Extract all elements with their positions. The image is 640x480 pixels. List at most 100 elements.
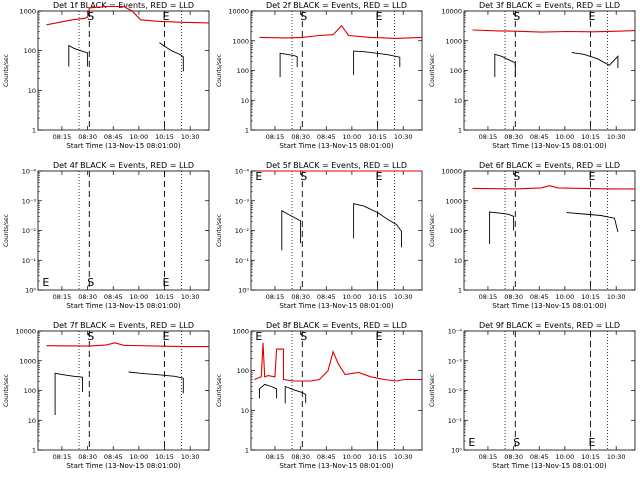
x-tick-label: 08:45 (104, 453, 123, 461)
x-tick-label: 08:15 (266, 453, 285, 461)
series-events-line (353, 203, 402, 248)
x-tick-label: 08:45 (530, 293, 549, 301)
x-tick-label: 10:15 (368, 133, 387, 141)
y-axis-label: Counts/sec (3, 54, 10, 87)
panel-title: Det 1f BLACK = Events, RED = LLD (53, 1, 194, 10)
y-tick-label: 100 (24, 47, 36, 55)
x-tick-label: 10:00 (343, 453, 362, 461)
series-events-line (353, 50, 401, 76)
marker-e: E (255, 170, 262, 183)
marker-e: E (589, 436, 596, 449)
marker-e: E (163, 276, 170, 289)
x-tick-label: 10:30 (181, 293, 200, 301)
x-tick-label: 08:15 (266, 293, 285, 301)
x-tick-label: 10:15 (155, 293, 174, 301)
panel-title: Det 5f BLACK = Events, RED = LLD (266, 161, 407, 170)
panel-title: Det 3f BLACK = Events, RED = LLD (479, 1, 620, 10)
x-tick-label: 10:30 (181, 453, 200, 461)
y-tick-label: 1000 (232, 37, 249, 45)
y-tick-label: 1000 (232, 328, 249, 336)
panel-title: Det 9f BLACK = Events, RED = LLD (479, 321, 620, 330)
y-tick-label: 1 (32, 447, 36, 455)
y-tick-label: 10⁻¹ (22, 257, 37, 265)
y-tick-label: 10000 (441, 8, 462, 16)
x-tick-label: 10:00 (130, 453, 149, 461)
x-axis-label: Start Time (13-Nov-15 08:01:00) (279, 142, 393, 150)
y-tick-label: 1 (32, 127, 36, 135)
y-tick-label: 10⁻² (235, 227, 250, 235)
x-tick-label: 08:30 (291, 133, 310, 141)
series-events-line (159, 42, 184, 72)
panel-title: Det 4f BLACK = Events, RED = LLD (53, 161, 194, 170)
x-tick-label: 08:45 (530, 453, 549, 461)
marker-s: S (300, 10, 307, 23)
series-events-line (571, 52, 619, 69)
panel-title: Det 2f BLACK = Events, RED = LLD (266, 1, 407, 10)
marker-s: S (87, 330, 94, 343)
x-tick-label: 08:15 (53, 453, 72, 461)
x-tick-label: 10:15 (581, 453, 600, 461)
x-tick-label: 10:00 (130, 293, 149, 301)
x-tick-label: 10:00 (556, 133, 575, 141)
y-tick-label: 100 (237, 367, 249, 375)
y-tick-label: 1000 (445, 37, 462, 45)
x-tick-label: 10:30 (607, 293, 626, 301)
y-tick-label: 1 (458, 127, 462, 135)
x-tick-label: 10:00 (343, 293, 362, 301)
series-events-line (281, 209, 302, 251)
x-tick-label: 10:30 (394, 133, 413, 141)
x-tick-label: 08:45 (530, 133, 549, 141)
x-axis-label: Start Time (13-Nov-15 08:01:00) (279, 462, 393, 470)
panel-5: Det 5f BLACK = Events, RED = LLD 10⁰ 10⁻¹ 1… (216, 161, 423, 310)
y-tick-label: 100 (24, 387, 36, 395)
marker-s: S (513, 436, 520, 449)
marker-e: E (376, 170, 383, 183)
x-tick-label: 08:45 (317, 293, 336, 301)
x-tick-label: 08:15 (479, 133, 498, 141)
y-tick-label: 10 (454, 97, 462, 105)
y-axis-label: Counts/sec (216, 374, 223, 407)
series-lld-line (259, 24, 423, 39)
y-tick-label: 10⁻⁴ (235, 168, 250, 176)
x-tick-label: 10:00 (556, 453, 575, 461)
marker-e: E (376, 10, 383, 23)
plot-frame (250, 330, 423, 451)
x-axis-label: Start Time (13-Nov-15 08:01:00) (66, 302, 180, 310)
x-tick-label: 10:30 (394, 293, 413, 301)
y-tick-label: 100 (450, 67, 462, 75)
x-axis-label: Start Time (13-Nov-15 08:01:00) (66, 462, 180, 470)
x-axis-label: Start Time (13-Nov-15 08:01:00) (279, 302, 393, 310)
x-tick-label: 10:30 (181, 133, 200, 141)
y-axis-label: Counts/sec (429, 374, 436, 407)
y-axis-label: Counts/sec (3, 374, 10, 407)
plot-frame (37, 170, 210, 291)
y-tick-label: 1000 (19, 357, 36, 365)
y-axis-label: Counts/sec (3, 214, 10, 247)
y-tick-label: 10 (28, 417, 36, 425)
y-tick-label: 10⁻³ (235, 197, 250, 205)
x-tick-label: 10:15 (155, 453, 174, 461)
y-axis-label: Counts/sec (216, 54, 223, 87)
x-tick-label: 10:15 (581, 133, 600, 141)
x-axis-label: Start Time (13-Nov-15 08:01:00) (492, 302, 606, 310)
panel-3: Det 3f BLACK = Events, RED = LLD 1 10 100 10… (429, 1, 636, 150)
y-tick-label: 1000 (445, 197, 462, 205)
x-tick-label: 10:00 (130, 133, 149, 141)
marker-s: S (513, 170, 520, 183)
y-tick-label: 10⁻² (448, 387, 463, 395)
plot-frame (250, 10, 423, 131)
x-axis-label: Start Time (13-Nov-15 08:01:00) (492, 142, 606, 150)
series-events-line (284, 385, 307, 404)
x-tick-label: 08:30 (504, 133, 523, 141)
series-events-line (259, 383, 278, 399)
x-tick-label: 08:30 (78, 133, 97, 141)
series-events-line (128, 371, 184, 394)
marker-e: E (589, 10, 596, 23)
plot-frame (250, 170, 423, 291)
y-tick-label: 100 (450, 227, 462, 235)
y-tick-label: 10⁻³ (448, 357, 463, 365)
marker-s: S (513, 10, 520, 23)
x-tick-label: 08:30 (291, 293, 310, 301)
x-tick-label: 08:15 (479, 453, 498, 461)
